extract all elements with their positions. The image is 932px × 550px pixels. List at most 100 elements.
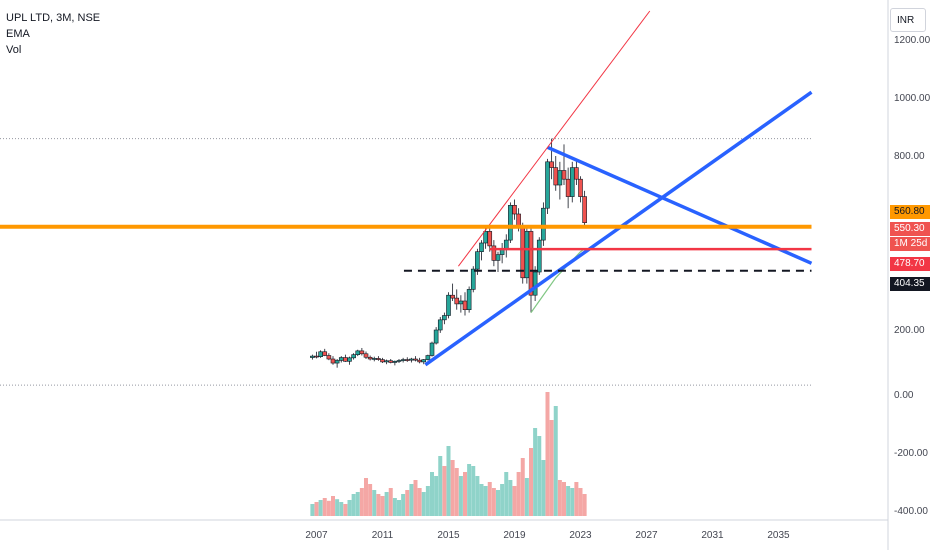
currency-selector[interactable]: INR	[890, 8, 926, 32]
price-axis-label: -400.00	[894, 506, 928, 517]
price-axis-label: 200.00	[894, 325, 925, 336]
volume-bar	[549, 420, 554, 516]
candle-body	[326, 355, 332, 360]
drawing-lines-layer	[0, 10, 813, 367]
volume-bar	[570, 488, 575, 516]
candle-body	[322, 351, 328, 356]
price-axis-label: -200.00	[894, 448, 928, 459]
candle-body	[516, 213, 521, 226]
candle-body	[396, 360, 402, 362]
candle-body	[549, 161, 554, 168]
candle-body	[437, 319, 443, 331]
time-axis: 2007 2011 2015 2019 2023 2027 2031 2035	[305, 530, 790, 541]
candle-body	[310, 355, 315, 358]
volume-bar	[335, 499, 340, 516]
volume-bar	[479, 484, 484, 516]
volume-bar	[458, 476, 463, 516]
candle-body	[454, 297, 460, 305]
volume-bar	[450, 460, 455, 516]
candle-body	[561, 170, 567, 180]
candle-body	[487, 231, 493, 247]
candle-body	[417, 359, 422, 363]
volume-bar	[421, 492, 426, 516]
volume-bar	[491, 488, 496, 516]
symbol-title[interactable]: UPL LTD, 3M, NSE	[6, 12, 101, 24]
volume-bar	[541, 460, 546, 516]
candle-body	[545, 161, 550, 209]
volume-bar	[446, 446, 451, 516]
volume-bar	[557, 480, 562, 516]
candle-body	[371, 358, 377, 360]
time-axis-label: 2027	[635, 530, 658, 541]
candle-body	[351, 354, 356, 359]
volume-bar	[524, 478, 529, 516]
candle-body	[363, 353, 369, 358]
volume-bar	[347, 500, 352, 516]
candle-body	[528, 231, 534, 296]
volume-bar	[339, 502, 344, 516]
candle-body	[582, 196, 587, 224]
candle-body	[413, 358, 418, 361]
volume-bar	[388, 488, 393, 516]
time-axis-label: 2035	[767, 530, 790, 541]
candle-body	[508, 205, 513, 241]
candle-body	[574, 167, 579, 180]
time-axis-label: 2031	[701, 530, 724, 541]
volume-bar	[512, 486, 517, 516]
candle-body	[355, 350, 361, 355]
volume-bar	[425, 486, 430, 516]
candle-body	[483, 231, 488, 244]
candle-body	[475, 251, 480, 270]
volume-bar	[384, 492, 389, 516]
ema-indicator-label[interactable]: EMA	[6, 28, 30, 40]
price-tag: 404.35	[890, 277, 930, 291]
volume-bar	[359, 488, 364, 516]
candle-body	[446, 294, 451, 316]
volume-bar	[516, 472, 521, 516]
price-tag: 478.70	[890, 257, 930, 271]
volume-bar	[545, 392, 550, 516]
volume-bar	[483, 486, 488, 516]
volume-bar	[475, 476, 480, 516]
volume-bar	[442, 466, 447, 516]
volume-bar	[397, 500, 401, 516]
candle-body	[536, 239, 542, 273]
candle-body	[318, 351, 323, 357]
candle-body	[409, 358, 414, 361]
volume-bar	[496, 490, 500, 516]
volume-bar	[438, 456, 443, 516]
candle-body	[400, 359, 406, 361]
candle-body	[458, 300, 464, 305]
volume-bar	[467, 464, 472, 516]
time-axis-label: 2007	[305, 530, 328, 541]
candle-body	[553, 167, 559, 186]
candle-body	[429, 342, 435, 356]
trend-line	[546, 145, 813, 265]
volume-bar	[529, 448, 533, 516]
volume-bar	[578, 488, 583, 516]
candle-body	[359, 350, 365, 355]
volume-bar	[508, 480, 513, 516]
candle-body	[578, 178, 583, 197]
candle-body	[462, 300, 468, 310]
reference-lines-layer	[0, 138, 812, 386]
chart-legend: UPL LTD, 3M, NSE EMA Vol	[6, 10, 100, 58]
price-axis-label: 800.00	[894, 151, 925, 162]
price-axis-label: 1200.00	[894, 35, 931, 46]
volume-bar	[343, 504, 348, 516]
candle-body	[466, 289, 472, 310]
time-axis-label: 2011	[372, 530, 394, 541]
candle-body	[338, 357, 344, 361]
volume-bar	[405, 490, 410, 516]
candle-body	[495, 254, 501, 261]
volume-indicator-label[interactable]: Vol	[6, 44, 22, 56]
volume-bar	[314, 502, 319, 516]
trend-line	[457, 10, 651, 267]
volume-bar	[368, 484, 373, 516]
candle-body	[433, 329, 439, 344]
price-axis-label: 0.00	[894, 390, 914, 401]
volume-bars-layer	[310, 392, 587, 516]
price-axis: 1200.00 1000.00 800.00 200.00 0.00 -200.00 -40…	[894, 35, 931, 517]
candle-body	[384, 360, 389, 363]
